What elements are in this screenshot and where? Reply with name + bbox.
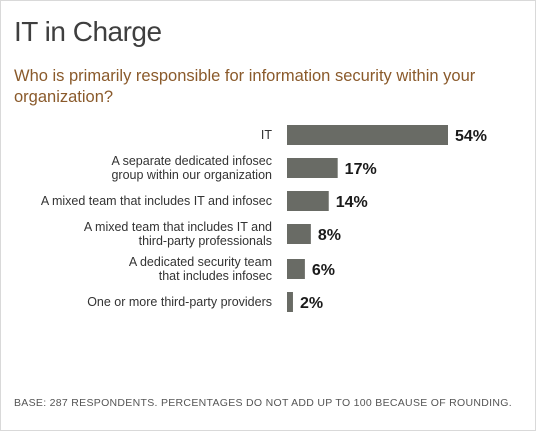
footnote: BASE: 287 RESPONDENTS. PERCENTAGES DO NO… [14, 397, 512, 409]
category-label: that includes infosec [159, 269, 272, 283]
value-label: 17% [345, 161, 377, 178]
bar [287, 224, 311, 244]
value-label: 14% [336, 194, 368, 211]
bar [287, 158, 338, 178]
value-label: 8% [318, 227, 341, 244]
category-label: third-party professionals [139, 234, 272, 248]
chart-title: IT in Charge [14, 16, 162, 47]
bar [287, 191, 329, 211]
category-label: A mixed team that includes IT and infose… [41, 194, 272, 208]
category-label: A mixed team that includes IT and [84, 220, 272, 234]
bar [287, 125, 448, 145]
value-label: 6% [312, 262, 335, 279]
category-label: A dedicated security team [129, 255, 272, 269]
category-label: One or more third-party providers [87, 295, 272, 309]
category-label: A separate dedicated infosec [111, 154, 272, 168]
value-label: 2% [300, 295, 323, 312]
chart-subtitle: Who is primarily responsible for informa… [14, 67, 476, 106]
bar [287, 292, 293, 312]
value-label: 54% [455, 128, 487, 145]
category-label: group within our organization [111, 168, 272, 182]
category-label: IT [261, 128, 272, 142]
bar [287, 259, 305, 279]
